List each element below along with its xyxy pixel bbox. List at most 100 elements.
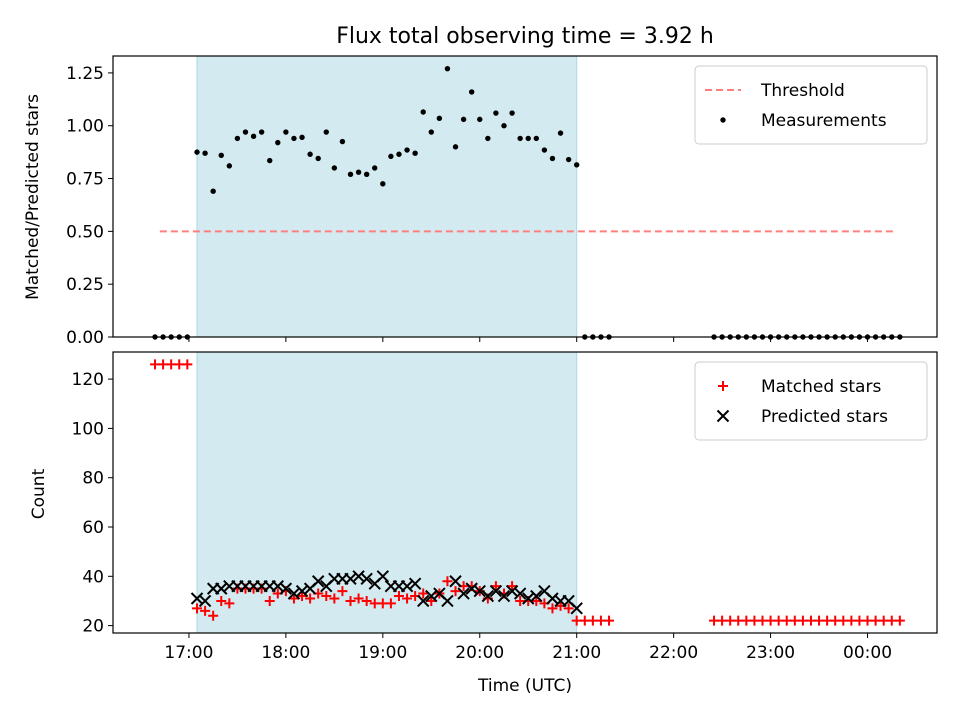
predicted-point	[465, 582, 478, 595]
legend-label: Predicted stars	[761, 407, 888, 427]
measurement-point	[388, 153, 394, 160]
top-ytick-label: 0.50	[66, 222, 104, 242]
xtick-label: 19:00	[358, 643, 407, 663]
measurement-point	[380, 181, 386, 187]
matched-point	[418, 588, 429, 599]
chart-title: Flux total observing time = 3.92 h	[336, 24, 714, 49]
measurement-point	[267, 157, 273, 164]
predicted-point	[190, 592, 204, 605]
measurement-point	[363, 171, 370, 178]
predicted-point	[457, 587, 470, 600]
predicted-point	[360, 572, 373, 585]
predicted-point	[287, 587, 301, 600]
predicted-point	[530, 589, 543, 603]
matched-point	[329, 593, 340, 604]
matched-point	[305, 593, 316, 604]
measurement-point	[275, 139, 281, 146]
matched-point	[426, 595, 437, 606]
predicted-point	[441, 594, 454, 608]
xtick-label: 22:00	[649, 643, 698, 663]
matched-point	[507, 581, 518, 592]
bottom-xlabel: Time (UTC)	[477, 676, 572, 696]
matched-point	[264, 595, 275, 606]
predicted-point	[481, 589, 495, 603]
measurement-point	[210, 188, 216, 194]
measurement-point	[541, 147, 548, 153]
predicted-point	[513, 587, 527, 600]
predicted-point	[425, 589, 438, 603]
top-observing-window	[196, 55, 578, 338]
predicted-point	[400, 579, 414, 593]
top-ytick-label: 1.25	[66, 64, 104, 84]
measurement-point	[339, 138, 346, 145]
xtick-label: 17:00	[164, 643, 213, 663]
legend-measurement-handle	[720, 117, 726, 123]
predicted-point	[352, 570, 365, 583]
top-ytick-label: 1.00	[66, 117, 104, 137]
measurement-point	[404, 147, 410, 153]
measurement-point	[485, 135, 491, 142]
measurement-point	[218, 152, 224, 159]
predicted-point	[408, 577, 422, 590]
predicted-point	[311, 575, 325, 588]
matched-point	[393, 591, 404, 602]
bottom-ytick-label: 120	[72, 370, 104, 390]
measurement-point	[299, 134, 305, 141]
predicted-point	[344, 572, 357, 585]
matched-point	[200, 605, 211, 616]
matched-point	[337, 586, 348, 597]
measurement-point	[202, 150, 208, 156]
bottom-ytick-label: 20	[82, 617, 104, 637]
matched-point	[490, 581, 501, 592]
predicted-point	[546, 592, 559, 605]
measurement-point	[347, 171, 354, 178]
matched-point	[385, 598, 396, 609]
matched-point	[402, 593, 413, 604]
predicted-point	[473, 584, 486, 598]
bottom-ytick-label: 80	[82, 469, 104, 489]
measurement-point	[315, 155, 321, 162]
measurement-point	[444, 65, 451, 72]
measurement-point	[372, 165, 378, 171]
measurement-point	[452, 144, 459, 150]
predicted-point	[295, 584, 309, 598]
predicted-point	[279, 582, 293, 595]
matched-point	[192, 603, 203, 614]
measurement-point	[477, 116, 483, 123]
measurement-point	[509, 110, 515, 116]
measurement-point	[533, 135, 540, 142]
measurement-point	[468, 89, 475, 95]
bottom-series-1	[150, 359, 905, 626]
legend-box	[694, 361, 928, 441]
measurement-point	[412, 150, 418, 156]
measurement-point	[574, 162, 580, 168]
measurement-point	[355, 169, 362, 175]
measurement-point	[517, 135, 523, 142]
measurement-point	[565, 156, 572, 163]
measurement-point	[234, 135, 241, 142]
bottom-axes-frame	[112, 351, 938, 634]
measurement-point	[242, 129, 249, 135]
legend-box	[694, 65, 928, 145]
measurement-point	[557, 130, 564, 136]
bottom-panel: 20 40 60 80 100 120 17:00 18:00 19:00 20:00 21:00 2…	[72, 351, 938, 663]
xtick-label: 20:00	[455, 643, 504, 663]
top-ytick-label: 0.25	[66, 275, 104, 295]
legend-predicted-handle	[716, 409, 730, 423]
matched-point	[208, 610, 219, 621]
matched-point	[224, 598, 235, 609]
matched-point	[563, 603, 574, 614]
bottom-ytick-label: 100	[72, 419, 104, 439]
measurement-point	[493, 110, 499, 116]
measurement-point	[226, 163, 233, 169]
matched-point	[361, 595, 372, 606]
matched-point	[604, 615, 615, 626]
measurement-point	[420, 109, 426, 115]
bottom-series-2	[190, 570, 583, 615]
predicted-point	[376, 570, 390, 583]
measurement-point	[428, 129, 434, 135]
measurement-point	[194, 149, 200, 155]
bottom-ytick-label: 60	[82, 518, 104, 538]
xtick-label: 18:00	[261, 643, 310, 663]
